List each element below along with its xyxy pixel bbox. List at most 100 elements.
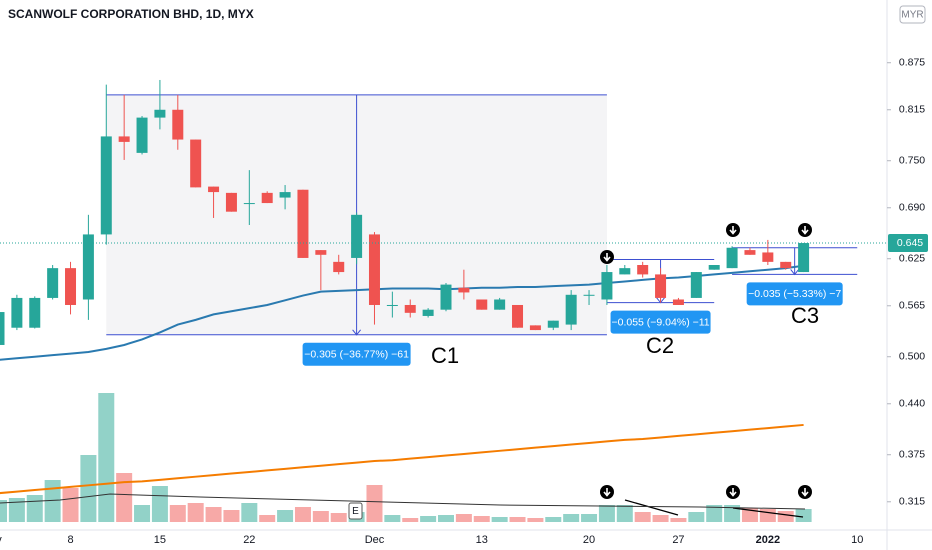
volume-bar <box>98 393 115 522</box>
candle-body <box>100 136 112 235</box>
volume-bar <box>330 513 347 522</box>
arrow-icon-glyph <box>801 488 809 497</box>
x-tick-label: 8 <box>67 534 73 546</box>
candle-body <box>261 192 273 204</box>
arrow-icon-glyph <box>729 488 737 497</box>
candle-body <box>333 261 345 273</box>
candle-body <box>404 304 416 313</box>
candle-body <box>780 261 792 269</box>
candle-body <box>82 234 94 300</box>
measure-label-box <box>610 310 711 334</box>
arrow-icon-glyph <box>603 253 611 262</box>
x-tick-label: 10 <box>851 534 863 546</box>
candle-body <box>476 299 488 310</box>
last-price-tag <box>888 234 928 253</box>
volume-bar <box>795 509 812 522</box>
y-tick-label: 0.815 <box>899 104 925 116</box>
candle-body <box>440 284 452 310</box>
candle-body <box>655 274 667 298</box>
y-tick-label: 0.315 <box>899 496 925 508</box>
volume-bar <box>438 515 454 522</box>
candle-body <box>565 294 577 325</box>
x-tick-label: 20 <box>583 534 595 546</box>
volume-bar <box>688 512 705 522</box>
volume-bar <box>563 514 580 522</box>
volume-bar <box>741 508 758 522</box>
volume-bar <box>581 514 598 522</box>
volume-bar <box>545 517 562 522</box>
annotation-tag: C3 <box>791 303 819 328</box>
candle-body <box>11 297 23 328</box>
measure-label: −0.305 (−36.77%) −61 <box>304 349 409 361</box>
y-tick-label: 0.500 <box>899 351 925 363</box>
volume-bar <box>312 511 329 522</box>
candle-body <box>529 325 541 331</box>
y-tick-label: 0.375 <box>899 449 925 461</box>
chart-title: SCANWOLF CORPORATION BHD, 1D, MYX <box>8 7 254 21</box>
measure-label: −0.055 (−9.04%) −11 <box>611 316 709 328</box>
volume-bar <box>455 514 472 522</box>
volume-bar <box>527 518 544 522</box>
candle-body <box>726 247 738 269</box>
y-tick-label: 0.565 <box>899 300 925 312</box>
x-tick-label: 13 <box>476 534 488 546</box>
candle-body <box>279 192 291 198</box>
event-marker-box <box>348 502 363 520</box>
candle-body <box>601 272 613 300</box>
measure-arrow-head <box>352 329 361 336</box>
volume-bar <box>777 511 794 522</box>
candle-body <box>690 272 702 298</box>
x-tick-label: v <box>0 534 2 546</box>
candle-body <box>297 189 309 258</box>
measure-label: −0.035 (−5.33%) −7 <box>748 288 841 300</box>
candle-body <box>458 287 470 293</box>
y-tick-label: 0.875 <box>899 57 925 69</box>
measure-label-box <box>746 282 843 306</box>
volume-bar <box>652 515 669 522</box>
volume-bar <box>26 495 43 522</box>
volume-bar <box>616 505 633 522</box>
volume-bar <box>402 518 419 522</box>
volume-bar <box>294 507 311 522</box>
volume-bar <box>598 505 615 522</box>
candle-body <box>762 252 774 262</box>
candle-body <box>494 299 506 310</box>
candle-body <box>225 192 237 212</box>
volume-bar <box>473 516 490 522</box>
candle-body <box>243 203 255 205</box>
volume-bar <box>116 473 133 522</box>
volume-bar <box>366 485 383 522</box>
candle-body <box>208 186 220 193</box>
x-tick-label: 15 <box>154 534 166 546</box>
currency: MYR <box>901 10 923 21</box>
candle-body <box>190 139 202 188</box>
volume-bar <box>384 515 401 522</box>
annotation-tag: C1 <box>431 343 459 368</box>
volume-ma <box>0 493 806 510</box>
volume-bar <box>634 512 651 522</box>
volume-bar <box>0 500 7 522</box>
y-tick-label: 0.440 <box>899 398 925 410</box>
x-tick-label: 2022 <box>756 534 780 546</box>
volume-bar <box>44 480 61 522</box>
candle-body <box>154 109 166 118</box>
volume-bar <box>205 507 222 522</box>
annotation-tag: C2 <box>646 333 674 358</box>
measure-arrow-head <box>790 269 800 276</box>
volume-bar <box>759 509 776 522</box>
arrow-icon-glyph <box>603 488 611 497</box>
ma-line <box>0 423 804 495</box>
volume-bar <box>134 505 151 522</box>
candle-body <box>619 268 631 275</box>
x-tick-label: Dec <box>365 534 385 546</box>
volume-bar <box>169 505 186 522</box>
candle-body <box>386 304 398 306</box>
ma-line <box>0 264 804 361</box>
trend-line <box>624 499 679 516</box>
volume-bar <box>670 518 687 522</box>
candle-body <box>512 304 524 328</box>
volume-bar <box>277 510 294 522</box>
y-tick-label: 0.625 <box>899 253 925 265</box>
candle-body <box>637 265 649 275</box>
volume-bar <box>420 516 437 522</box>
